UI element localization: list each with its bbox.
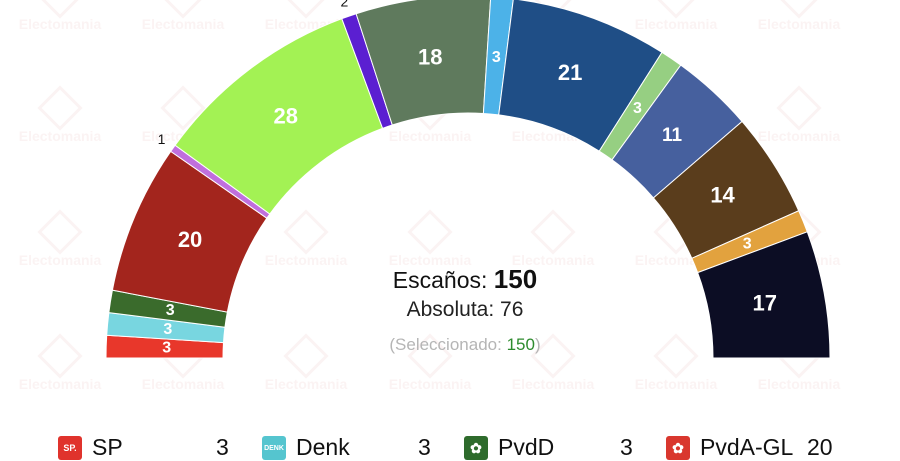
segment-seat-label: 3 — [492, 49, 501, 66]
majority-label: Absoluta: — [406, 298, 495, 321]
total-seats-label: Escaños: — [392, 267, 488, 293]
majority: Absoluta: 76 — [300, 298, 630, 322]
hemicycle-segment[interactable] — [696, 231, 831, 359]
legend-seats: 3 — [620, 434, 633, 460]
segment-seat-label: 18 — [418, 45, 442, 70]
sp-logo-icon: SP. — [58, 436, 82, 460]
segment-seat-label: 1 — [158, 131, 166, 147]
segment-seat-label: 11 — [662, 125, 683, 146]
selected-suffix: ) — [534, 335, 541, 354]
legend-seats: 20 — [807, 434, 833, 460]
selected-value: 150 — [506, 335, 535, 354]
selected-seats: (Seleccionado: 150) — [300, 335, 630, 355]
pvda-gl-logo-icon: ✿ — [666, 436, 690, 460]
segment-seat-label: 3 — [633, 100, 642, 117]
segment-seat-label: 3 — [743, 235, 752, 252]
segment-seat-label: 17 — [752, 290, 776, 315]
legend-name: PvdD — [498, 434, 555, 460]
legend-name: PvdA-GL — [700, 434, 794, 460]
segment-seat-label: 14 — [710, 182, 735, 207]
majority-value: 76 — [500, 298, 524, 321]
segment-seat-label: 28 — [273, 104, 297, 129]
segment-seat-label: 3 — [166, 302, 175, 319]
total-seats: Escaños: 150 — [300, 264, 630, 295]
segment-seat-label: 20 — [178, 227, 202, 252]
segment-seat-label: 3 — [162, 340, 171, 357]
legend-seats: 3 — [418, 434, 431, 460]
segment-seat-label: 3 — [163, 321, 172, 338]
denk-logo-icon: DENK — [262, 436, 286, 460]
selected-prefix: (Seleccionado: — [389, 335, 507, 354]
legend: SP. SP 3 DENK Denk 3 ✿ PvdD 3 ✿ PvdA-GL … — [0, 432, 900, 460]
legend-name: Denk — [296, 434, 350, 460]
legend-name: SP — [92, 434, 123, 460]
segment-seat-label: 21 — [558, 60, 582, 85]
legend-seats: 3 — [216, 434, 229, 460]
total-seats-value: 150 — [493, 264, 538, 294]
pvdd-logo-icon: ✿ — [464, 436, 488, 460]
segment-seat-label: 2 — [340, 0, 348, 10]
